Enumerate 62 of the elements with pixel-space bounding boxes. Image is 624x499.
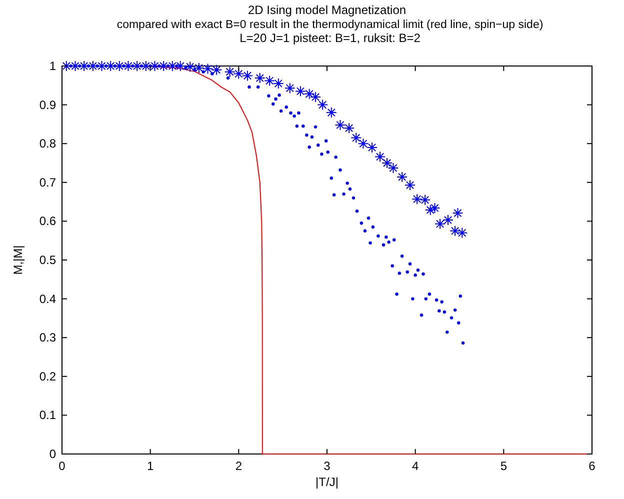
point — [284, 82, 296, 94]
point — [366, 142, 378, 153]
y-tick-label: 0.9 — [39, 98, 56, 112]
x-axis-title: |T/J| — [316, 475, 338, 489]
y-axis-title: M,|M| — [11, 245, 25, 275]
point — [442, 214, 454, 226]
point — [429, 202, 440, 214]
x-tick-label: 6 — [588, 459, 596, 473]
point — [388, 162, 399, 174]
point — [450, 225, 461, 236]
point — [264, 75, 276, 86]
point — [272, 78, 284, 89]
y-tick-label: 0.6 — [39, 214, 56, 228]
point — [295, 86, 306, 97]
point — [304, 88, 315, 100]
point — [350, 132, 362, 144]
point — [202, 63, 214, 74]
point — [149, 60, 160, 72]
x-tick-label: 4 — [412, 459, 419, 473]
point — [184, 61, 196, 72]
y-tick-label: 0 — [49, 447, 56, 461]
point — [317, 99, 328, 110]
point — [224, 66, 236, 78]
y-tick-label: 0.1 — [39, 408, 56, 422]
chart-title: 2D Ising model Magnetization — [248, 3, 406, 17]
point — [242, 70, 253, 82]
point — [382, 158, 393, 168]
x-tick-label: 1 — [146, 459, 154, 473]
point — [456, 227, 468, 238]
y-tick-label: 1 — [49, 59, 56, 73]
chart-subtitle: compared with exact B=0 result in the thermodynamical limit (red line, spin−up side) L=20 J=1 pisteet: B=1, ruksit: B=2 — [116, 19, 544, 45]
y-tick-label: 0.7 — [39, 175, 56, 190]
point — [396, 171, 408, 182]
y-tick-label: 0.2 — [39, 369, 56, 384]
point — [193, 62, 204, 74]
point — [60, 60, 72, 72]
point — [211, 64, 222, 76]
point — [374, 151, 386, 162]
x-tick-label: 0 — [58, 459, 66, 473]
point — [344, 122, 355, 134]
x-tick-label: 2 — [235, 459, 242, 473]
point — [412, 194, 423, 205]
point — [233, 68, 244, 80]
y-tick-label: 0.3 — [39, 330, 56, 345]
point — [424, 204, 436, 216]
point — [254, 72, 266, 84]
point — [420, 194, 431, 206]
x-tick-label: 5 — [500, 459, 508, 473]
point — [310, 92, 322, 103]
y-tick-label: 0.5 — [39, 253, 56, 267]
point — [358, 138, 369, 150]
point — [334, 119, 346, 130]
point — [122, 60, 134, 72]
y-tick-label: 0.8 — [39, 136, 56, 151]
point — [452, 208, 464, 219]
point — [326, 107, 337, 118]
point — [96, 60, 108, 72]
point — [70, 60, 81, 72]
y-tick-label: 0.4 — [39, 292, 56, 306]
x-tick-label: 3 — [324, 459, 331, 473]
point — [434, 218, 446, 230]
point — [404, 180, 416, 191]
